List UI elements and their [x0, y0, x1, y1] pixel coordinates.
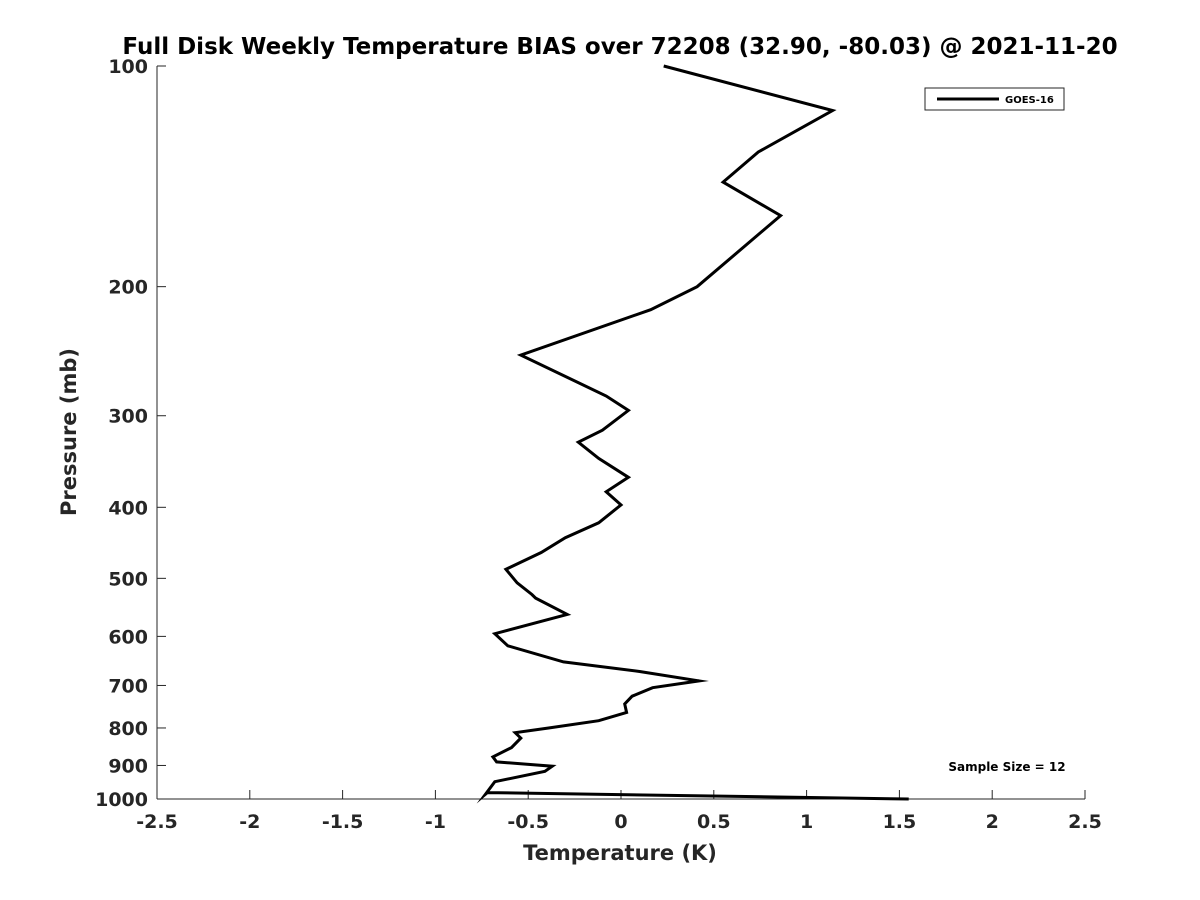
x-tick-label: 1.5	[883, 811, 917, 833]
y-tick-label: 700	[108, 675, 148, 697]
chart-title: Full Disk Weekly Temperature BIAS over 7…	[122, 34, 1117, 60]
y-tick-label: 900	[108, 755, 148, 777]
y-tick-label: 1000	[95, 789, 148, 811]
x-tick-label: -1.5	[322, 811, 364, 833]
x-tick-label: -2	[239, 811, 260, 833]
x-tick-label: 0.5	[697, 811, 731, 833]
y-tick-label: 200	[108, 277, 148, 299]
y-tick-label: 300	[108, 406, 148, 428]
x-tick-label: 1	[800, 811, 813, 833]
y-tick-label: 600	[108, 626, 148, 648]
y-tick-label: 500	[108, 568, 148, 590]
x-tick-label: -2.5	[136, 811, 178, 833]
legend: GOES-16	[924, 87, 1065, 111]
x-tick-label: 2.5	[1068, 811, 1102, 833]
legend-label: GOES-16	[1005, 95, 1054, 106]
y-tick-label: 800	[108, 718, 148, 740]
y-tick-label: 400	[108, 497, 148, 519]
x-tick-label: -1	[425, 811, 446, 833]
x-tick-label: 2	[986, 811, 999, 833]
sample-size-annotation: Sample Size = 12	[948, 760, 1065, 774]
x-axis-label: Temperature (K)	[523, 841, 717, 865]
series-line-goes-16	[476, 64, 909, 804]
y-axis-label: Pressure (mb)	[57, 348, 81, 516]
series-layer	[476, 64, 909, 804]
x-tick-label: 0	[614, 811, 627, 833]
axes: -2.5 -2 -1.5 -1 -0.5 0 0.5 1 1.5 2 2.5 100 200 300 400…	[95, 56, 1102, 833]
x-tick-label: -0.5	[507, 811, 549, 833]
y-tick-label: 100	[108, 56, 148, 78]
